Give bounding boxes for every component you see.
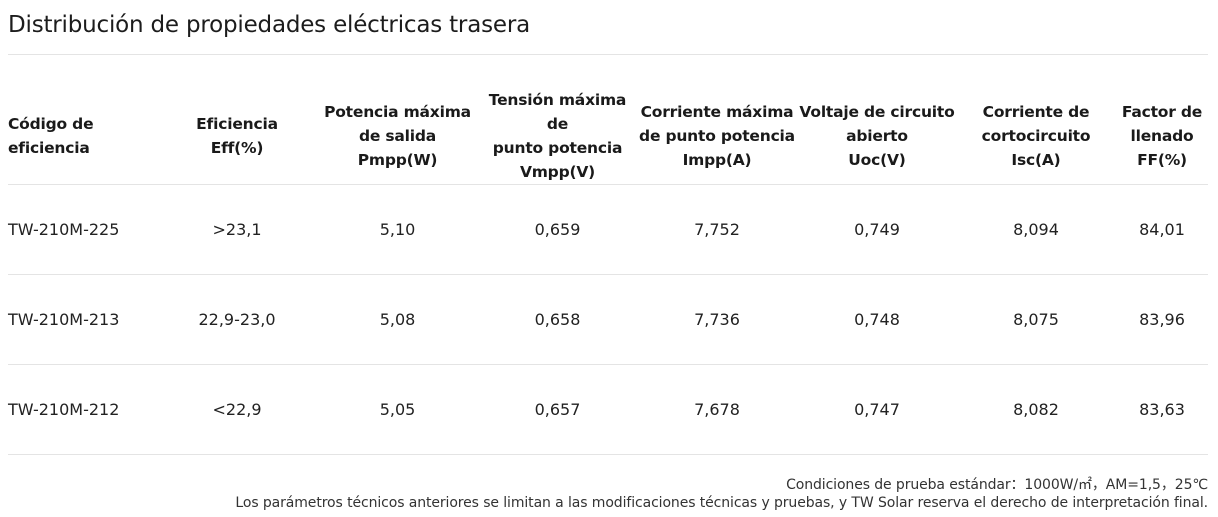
page-title: Distribución de propiedades eléctricas t… bbox=[8, 12, 530, 38]
page: Distribución de propiedades eléctricas t… bbox=[8, 0, 1208, 517]
header-efficiency-code: Código de eficiencia bbox=[8, 88, 158, 185]
cell-isc: 8,094 bbox=[956, 184, 1116, 275]
header-short-circuit-current: Corriente de cortocircuito Isc(A) bbox=[956, 88, 1116, 185]
table-row: TW-210M-225 >23,1 5,10 0,659 7,752 0,749… bbox=[8, 184, 1208, 275]
header-max-power-voltage: Tensión máxima de punto potencia Vmpp(V) bbox=[479, 88, 636, 185]
cell-uoc: 0,747 bbox=[798, 364, 956, 455]
cell-isc: 8,082 bbox=[956, 364, 1116, 455]
cell-fill-factor: 83,63 bbox=[1116, 364, 1208, 455]
table-header-row: Código de eficiencia Eficiencia Eff(%) P… bbox=[8, 88, 1208, 185]
cell-uoc: 0,748 bbox=[798, 274, 956, 365]
table-row: TW-210M-212 <22,9 5,05 0,657 7,678 0,747… bbox=[8, 364, 1208, 455]
cell-efficiency-code: TW-210M-225 bbox=[8, 184, 158, 275]
cell-max-power: 5,05 bbox=[316, 364, 479, 455]
cell-vmpp: 0,658 bbox=[479, 274, 636, 365]
cell-impp: 7,736 bbox=[636, 274, 798, 365]
cell-efficiency: 22,9-23,0 bbox=[158, 274, 316, 365]
cell-max-power: 5,10 bbox=[316, 184, 479, 275]
table-row: TW-210M-213 22,9-23,0 5,08 0,658 7,736 0… bbox=[8, 274, 1208, 365]
cell-vmpp: 0,657 bbox=[479, 364, 636, 455]
cell-max-power: 5,08 bbox=[316, 274, 479, 365]
cell-efficiency-code: TW-210M-212 bbox=[8, 364, 158, 455]
header-efficiency: Eficiencia Eff(%) bbox=[158, 88, 316, 185]
cell-fill-factor: 84,01 bbox=[1116, 184, 1208, 275]
cell-isc: 8,075 bbox=[956, 274, 1116, 365]
header-max-power: Potencia máxima de salida Pmpp(W) bbox=[316, 88, 479, 185]
cell-vmpp: 0,659 bbox=[479, 184, 636, 275]
cell-uoc: 0,749 bbox=[798, 184, 956, 275]
cell-efficiency: <22,9 bbox=[158, 364, 316, 455]
header-fill-factor: Factor de llenado FF(%) bbox=[1116, 88, 1208, 185]
cell-fill-factor: 83,96 bbox=[1116, 274, 1208, 365]
test-conditions-note: Condiciones de prueba estándar：1000W/㎡，A… bbox=[786, 477, 1208, 493]
electrical-properties-table: Código de eficiencia Eficiencia Eff(%) P… bbox=[8, 88, 1208, 455]
cell-efficiency: >23,1 bbox=[158, 184, 316, 275]
cell-impp: 7,752 bbox=[636, 184, 798, 275]
cell-impp: 7,678 bbox=[636, 364, 798, 455]
cell-efficiency-code: TW-210M-213 bbox=[8, 274, 158, 365]
title-divider bbox=[8, 54, 1208, 55]
header-max-power-current: Corriente máxima de punto potencia Impp(… bbox=[636, 88, 798, 185]
header-open-circuit-voltage: Voltaje de circuito abierto Uoc(V) bbox=[798, 88, 956, 185]
disclaimer-note: Los parámetros técnicos anteriores se li… bbox=[235, 495, 1208, 511]
